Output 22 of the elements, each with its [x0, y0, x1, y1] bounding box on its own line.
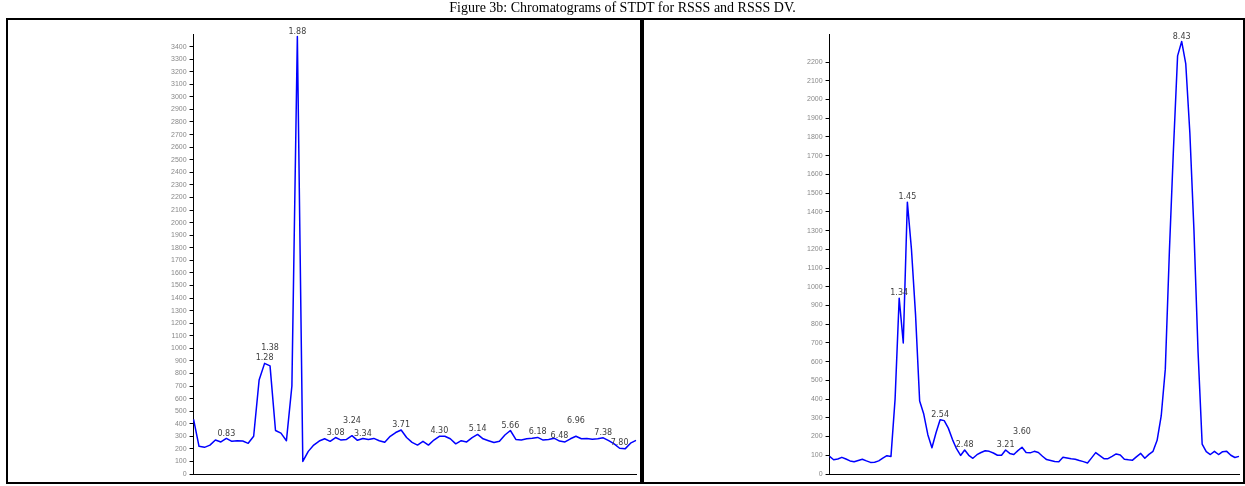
- annotation: 5.66: [501, 420, 520, 430]
- annotation: 3.08: [326, 427, 345, 437]
- annotation: 3.24: [343, 415, 361, 425]
- chart-title: Figure 3b: Chromatograms of STDT for RSSS and RSSS DV.: [448, 0, 797, 16]
- annotation: 4.30: [430, 426, 449, 436]
- annotation: 3.71: [392, 420, 411, 430]
- annotation: 2.54: [931, 409, 950, 419]
- annotation: 1.38: [261, 343, 279, 353]
- annotation: 3.21: [996, 440, 1015, 450]
- annotation: 7.38: [594, 427, 613, 437]
- annotation: 2.48: [955, 440, 974, 450]
- annotation: 5.14: [468, 424, 487, 434]
- annotation: 6.48: [550, 431, 569, 441]
- annotation: 1.28: [255, 353, 274, 363]
- annotation: 1.88: [288, 26, 307, 36]
- annotation: 8.43: [1172, 31, 1191, 41]
- annotation: 3.60: [1013, 427, 1031, 437]
- annotation: 0.83: [217, 428, 236, 438]
- annotation: 3.34: [353, 428, 372, 438]
- annotation: 6.96: [567, 416, 585, 426]
- annotation: 6.18: [528, 427, 547, 437]
- annotation: 1.45: [898, 192, 917, 202]
